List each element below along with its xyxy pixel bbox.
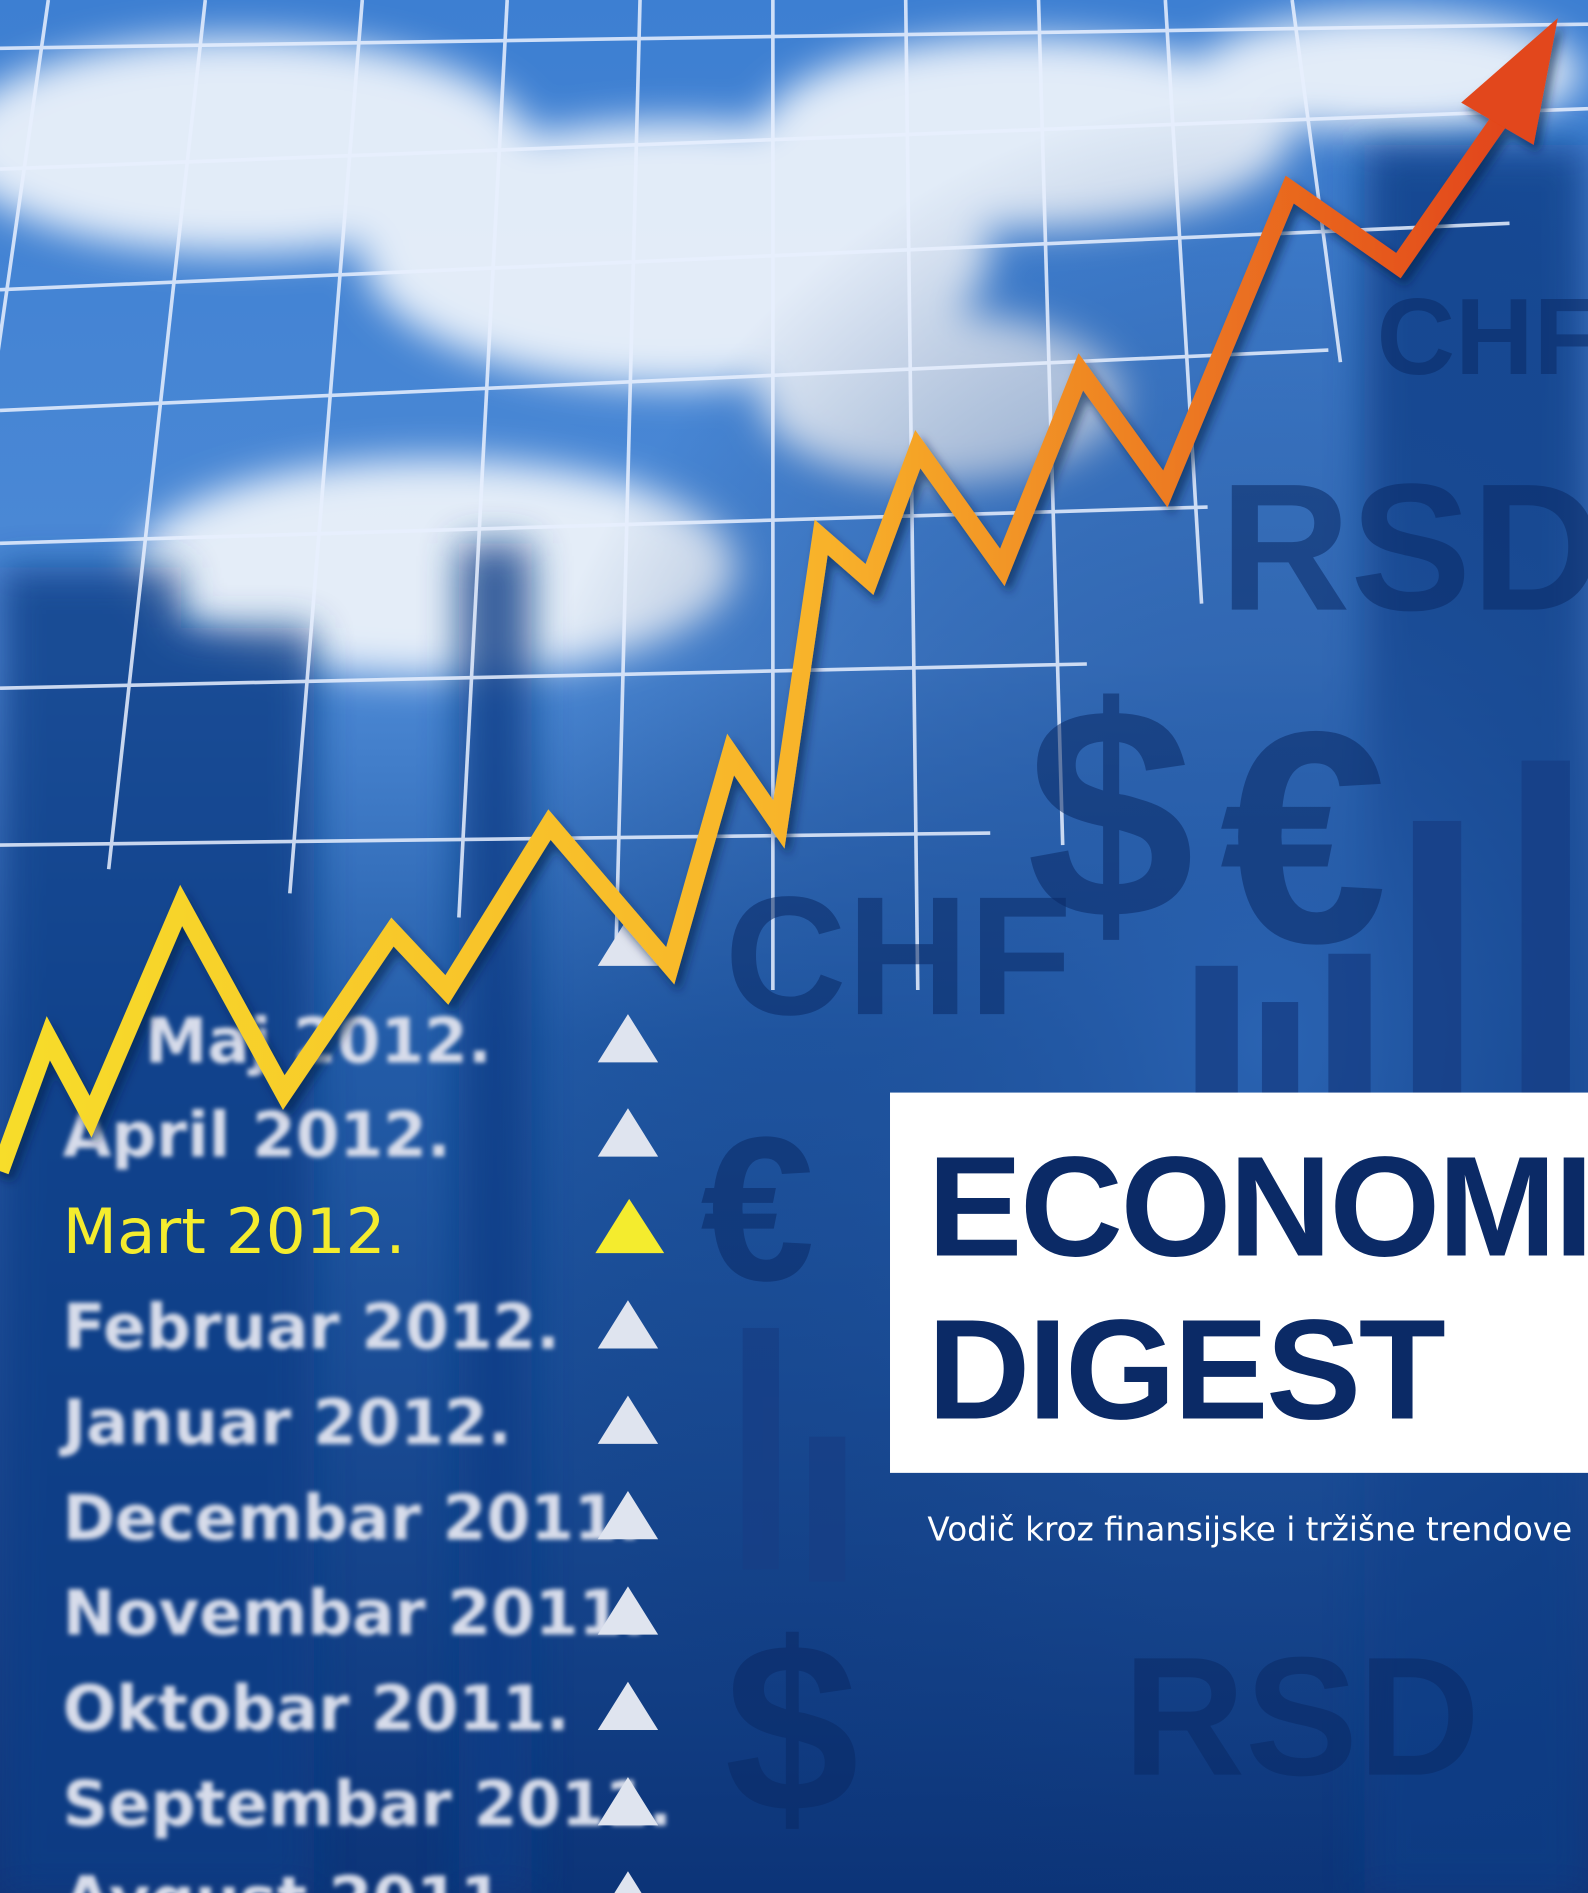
month: Septembar 2011. [63,1767,672,1840]
month: Februar 2012. [63,1291,560,1364]
currency-label: CHF [725,861,1072,1050]
month: Avgust 2011. [63,1863,528,1893]
month: Decembar 2011. [63,1481,642,1554]
title-line: ECONOMIC [927,1128,1588,1287]
page: CHF RSD $ € CHF € $ RSD Maj 2012. April … [0,0,1588,1893]
currency-label: CHF [1377,277,1588,398]
subtitle: Vodič kroz finansijske i tržišne trendov… [927,1510,1572,1548]
month: Oktobar 2011. [63,1672,570,1745]
currency-label: $ [725,1593,859,1863]
month-current: Mart 2012. [63,1195,406,1268]
currency-label: RSD [1220,447,1588,649]
month: April 2012. [63,1099,451,1172]
month: Januar 2012. [59,1386,512,1459]
currency-label: RSD [1123,1622,1480,1811]
cover: CHF RSD $ € CHF € $ RSD Maj 2012. April … [0,0,1588,1893]
currency-label: € [700,1095,814,1324]
title-line: DIGEST [927,1291,1444,1450]
month: Novembar 2011. [63,1577,646,1650]
